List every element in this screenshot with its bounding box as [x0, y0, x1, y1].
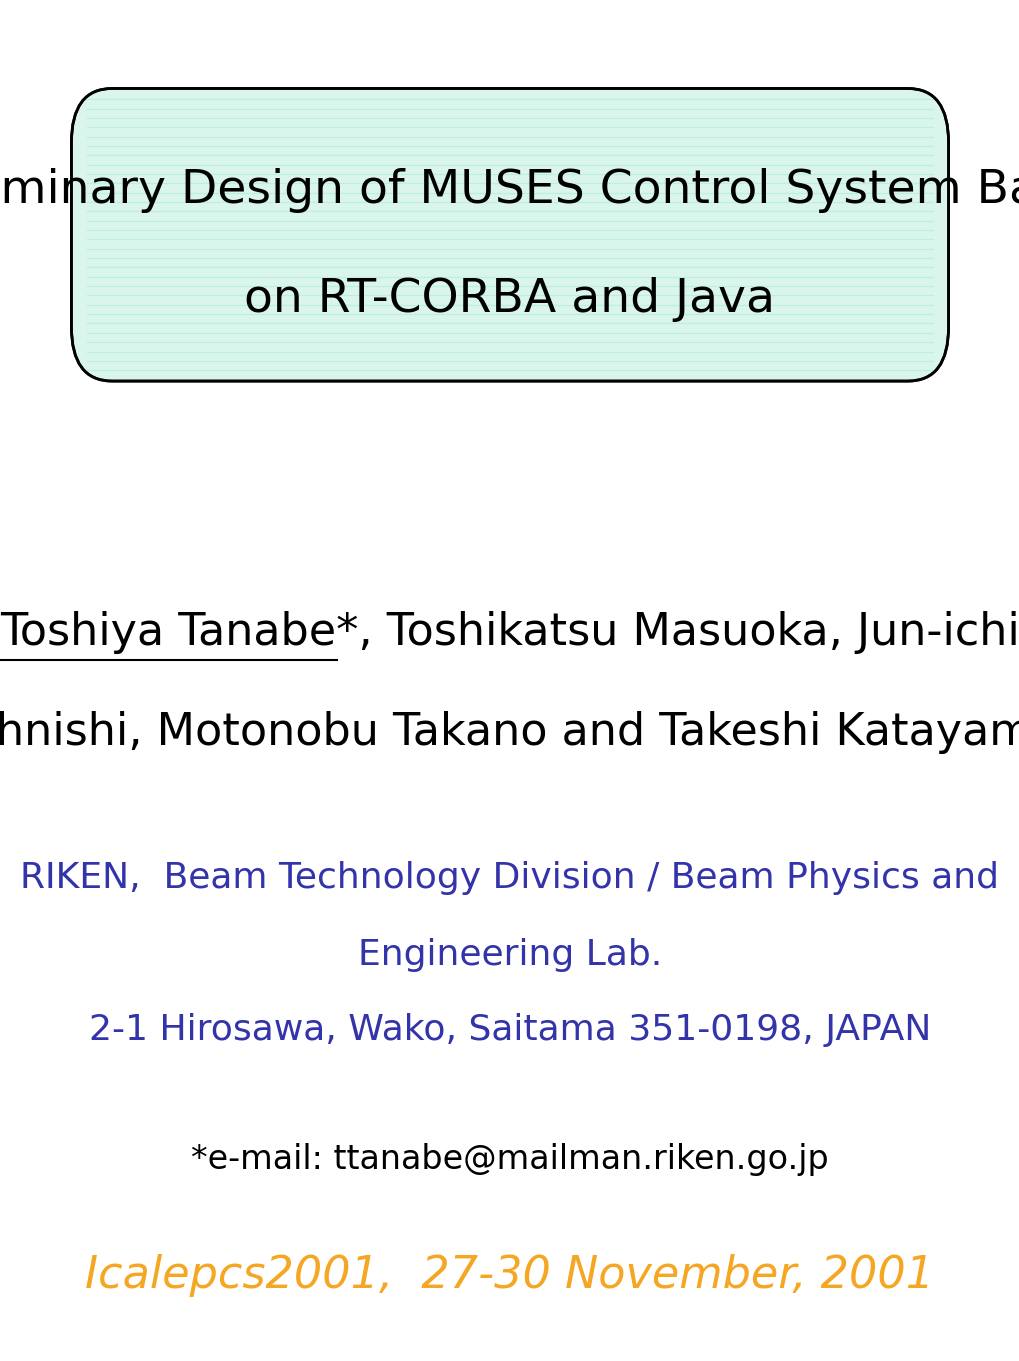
Text: *e-mail: ttanabe@mailman.riken.go.jp: *e-mail: ttanabe@mailman.riken.go.jp: [191, 1143, 828, 1176]
Text: Preliminary Design of MUSES Control System Based: Preliminary Design of MUSES Control Syst…: [0, 169, 1019, 214]
Text: RIKEN,  Beam Technology Division / Beam Physics and: RIKEN, Beam Technology Division / Beam P…: [20, 862, 999, 894]
Text: Engineering Lab.: Engineering Lab.: [358, 939, 661, 972]
Text: 2-1 Hirosawa, Wako, Saitama 351-0198, JAPAN: 2-1 Hirosawa, Wako, Saitama 351-0198, JA…: [89, 1014, 930, 1047]
Text: Ohnishi, Motonobu Takano and Takeshi Katayama: Ohnishi, Motonobu Takano and Takeshi Kat…: [0, 710, 1019, 754]
Text: on RT-CORBA and Java: on RT-CORBA and Java: [245, 276, 774, 321]
FancyBboxPatch shape: [71, 88, 948, 381]
Text: Icalepcs2001,  27-30 November, 2001: Icalepcs2001, 27-30 November, 2001: [86, 1253, 933, 1297]
Text: Toshiya Tanabe*, Toshikatsu Masuoka, Jun-ichi: Toshiya Tanabe*, Toshikatsu Masuoka, Jun…: [0, 611, 1019, 655]
